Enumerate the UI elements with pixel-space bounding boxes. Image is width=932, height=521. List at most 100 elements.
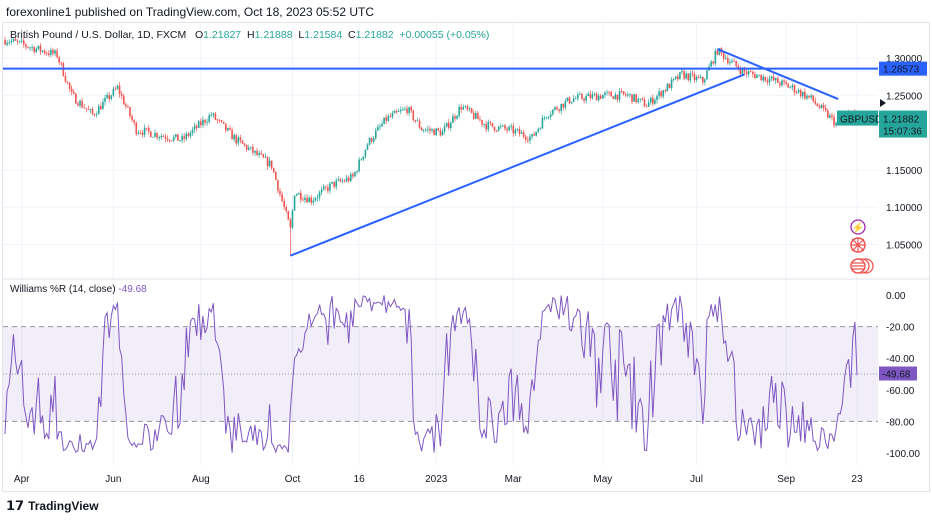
candle: [395, 110, 398, 112]
candle: [206, 121, 208, 123]
candle: [427, 128, 429, 130]
candle: [414, 120, 417, 121]
price-tick-label: 1.10000: [886, 203, 923, 214]
candle: [766, 80, 769, 83]
symbol-tag: [837, 110, 878, 126]
time-tick-label: Jun: [105, 474, 121, 485]
candle: [85, 108, 88, 109]
candle: [681, 71, 683, 73]
candle: [297, 192, 300, 195]
candle: [318, 192, 321, 198]
candle: [695, 77, 698, 80]
candle: [460, 106, 463, 110]
candle: [397, 111, 400, 112]
indicator-legend: Williams %R (14, close) -49.68: [10, 284, 147, 295]
resistance-trendline: [717, 48, 839, 100]
candle: [256, 150, 258, 155]
candle: [56, 50, 58, 58]
candle: [204, 119, 206, 123]
candle: [549, 114, 552, 117]
candle: [87, 108, 90, 110]
candle: [110, 95, 113, 100]
candle: [516, 129, 519, 130]
candle: [479, 119, 481, 121]
candle: [508, 126, 510, 131]
symbol-legend: British Pound / U.S. Dollar, 1D, FXCM O1…: [10, 29, 490, 41]
candle: [275, 172, 277, 180]
candle: [745, 71, 748, 75]
candle: [422, 130, 425, 132]
candle: [572, 98, 575, 102]
candle: [797, 89, 800, 93]
candle: [372, 138, 375, 142]
candle: [106, 94, 108, 98]
candle: [287, 211, 290, 220]
candle: [724, 58, 727, 60]
candle: [127, 106, 129, 108]
candle: [237, 137, 240, 144]
candle: [808, 95, 810, 98]
candle: [368, 138, 371, 145]
candle: [591, 94, 594, 99]
candle: [8, 42, 11, 44]
candle: [410, 107, 413, 111]
candle: [502, 125, 504, 127]
candle: [112, 88, 115, 96]
tradingview-logo[interactable]: 𝟭𝟳 TradingView: [6, 498, 99, 513]
candle: [749, 71, 752, 73]
candle: [493, 126, 496, 131]
candle: [452, 116, 454, 123]
candle: [83, 107, 85, 109]
candle: [552, 109, 554, 115]
candle: [216, 119, 219, 121]
candle: [624, 94, 627, 96]
candle: [627, 94, 629, 96]
candle: [704, 79, 706, 83]
candle: [826, 110, 829, 118]
candle: [785, 81, 787, 84]
candle: [589, 93, 592, 99]
candle: [141, 132, 144, 135]
candle: [406, 108, 408, 114]
candle: [304, 197, 306, 201]
candle: [504, 125, 506, 129]
candle: [562, 103, 565, 108]
candle: [835, 122, 837, 126]
candle: [37, 45, 40, 49]
price-tick-label: 1.25000: [886, 91, 923, 102]
candle: [768, 78, 771, 83]
candle: [95, 114, 98, 116]
candle: [191, 129, 194, 133]
candle: [289, 219, 292, 228]
candle: [652, 97, 654, 104]
candle: [147, 127, 150, 132]
candle: [137, 132, 140, 134]
candle: [412, 110, 415, 121]
candle: [268, 160, 271, 167]
candle: [474, 112, 477, 119]
candle: [143, 127, 146, 135]
time-tick-label: Mar: [505, 474, 523, 485]
candle: [241, 140, 244, 144]
candle: [366, 144, 369, 150]
candle: [533, 134, 535, 136]
candle: [402, 109, 404, 111]
candle: [306, 197, 308, 203]
candle: [812, 95, 815, 102]
candle: [449, 122, 452, 129]
candle: [574, 98, 577, 100]
candle: [495, 130, 498, 132]
candle: [139, 132, 142, 134]
candle: [772, 76, 775, 81]
candle: [522, 132, 525, 137]
candle: [104, 97, 106, 102]
candle: [260, 153, 263, 155]
candle: [327, 187, 329, 191]
candle: [91, 109, 94, 115]
candle: [212, 113, 215, 116]
candle: [429, 128, 431, 131]
candle: [722, 52, 725, 59]
candle: [435, 128, 438, 136]
candle: [824, 107, 827, 111]
